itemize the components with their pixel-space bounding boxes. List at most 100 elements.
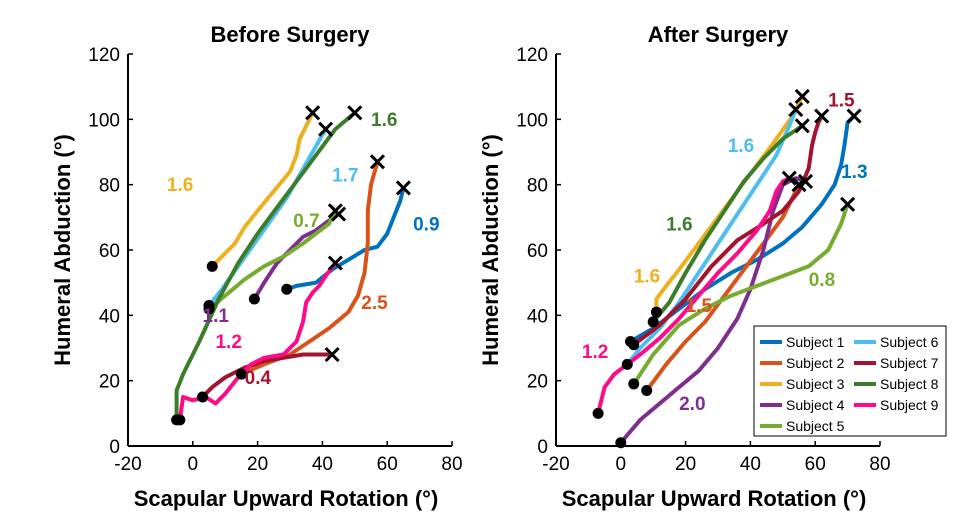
after-x-axis-label: Scapular Upward Rotation (°) xyxy=(562,486,867,511)
before-end-point-subject-7 xyxy=(324,346,340,363)
legend-label-subject-8: Subject 8 xyxy=(880,376,939,392)
before-end-point-subject-9 xyxy=(327,255,343,271)
before-ratio-label-subject-9: 1.2 xyxy=(215,332,241,353)
after-end-point-subject-3 xyxy=(794,88,810,105)
before-start-point-subject-1 xyxy=(281,283,293,295)
before-end-point-subject-2 xyxy=(369,154,386,170)
before-x-tick-label: 40 xyxy=(312,454,333,475)
after-chart-title: After Surgery xyxy=(648,22,789,47)
legend-label-subject-6: Subject 6 xyxy=(880,334,939,350)
after-ratio-label-subject-4: 2.0 xyxy=(679,394,705,415)
after-ratio-label-subject-8: 1.6 xyxy=(666,214,692,235)
legend-label-subject-3: Subject 3 xyxy=(786,376,845,392)
before-x-tick-label: 80 xyxy=(441,454,462,475)
after-series-subject-8 xyxy=(651,123,805,324)
after-y-tick-label: 0 xyxy=(537,437,548,458)
before-x-tick-label: 0 xyxy=(188,454,199,475)
before-ratio-label-subject-3: 1.6 xyxy=(167,175,193,196)
after-series-subject-6 xyxy=(625,107,798,367)
before-ratio-label-subject-4: 1.1 xyxy=(203,306,230,327)
before-end-point-subject-1 xyxy=(395,180,411,196)
before-series-subject-7 xyxy=(200,352,335,399)
before-x-axis-label: Scapular Upward Rotation (°) xyxy=(134,486,439,511)
before-y-tick-label: 60 xyxy=(99,241,120,262)
after-ratio-label-subject-7: 1.5 xyxy=(828,90,855,111)
before-series-subject-4 xyxy=(252,212,341,301)
after-ratio-label-subject-3: 1.6 xyxy=(634,267,660,288)
after-start-point-subject-2 xyxy=(641,384,653,396)
after-end-point-subject-4 xyxy=(797,173,814,189)
after-end-point-subject-6 xyxy=(788,101,804,118)
after-x-tick-label: 60 xyxy=(805,454,826,475)
after-ratio-label-subject-9: 1.2 xyxy=(582,342,608,363)
legend-label-subject-1: Subject 1 xyxy=(786,334,845,350)
after-start-point-subject-3 xyxy=(650,306,662,318)
before-y-tick-label: 0 xyxy=(109,437,120,458)
before-x-tick-label: 60 xyxy=(377,454,398,475)
before-ratio-label-subject-1: 0.9 xyxy=(413,214,439,235)
before-ratio-label-subject-6: 1.7 xyxy=(332,165,358,186)
after-y-tick-label: 80 xyxy=(527,176,548,197)
after-start-point-subject-4 xyxy=(615,437,627,449)
before-start-point-subject-4 xyxy=(248,293,260,305)
after-ratio-label-subject-2: 1.5 xyxy=(686,296,713,317)
before-start-point-subject-3 xyxy=(206,260,218,272)
before-x-tick-label: 20 xyxy=(247,454,268,475)
after-start-point-subject-8 xyxy=(647,316,659,328)
after-series-subject-9 xyxy=(596,176,792,416)
before-y-axis-label: Humeral Abduction (°) xyxy=(50,134,75,366)
after-ratio-label-subject-5: 0.8 xyxy=(809,270,835,291)
before-series-subject-3 xyxy=(210,110,315,269)
before-end-point-subject-6 xyxy=(318,121,334,137)
before-series-subject-8 xyxy=(174,110,357,422)
before-ratio-label-subject-7: 0.4 xyxy=(245,368,272,389)
legend-label-subject-9: Subject 9 xyxy=(880,397,939,413)
before-y-tick-label: 80 xyxy=(99,176,120,197)
after-y-tick-label: 20 xyxy=(527,372,548,393)
after-end-point-subject-1 xyxy=(846,108,862,124)
before-chart-title: Before Surgery xyxy=(211,22,371,47)
legend-label-subject-5: Subject 5 xyxy=(786,418,845,434)
after-x-tick-label: 20 xyxy=(675,454,696,475)
before-start-point-subject-2 xyxy=(235,368,247,380)
before-start-point-subject-7 xyxy=(197,391,209,403)
after-y-axis-label: Humeral Abduction (°) xyxy=(478,134,503,366)
before-y-tick-label: 120 xyxy=(88,45,120,66)
after-x-tick-label: 40 xyxy=(740,454,761,475)
after-end-point-subject-9 xyxy=(781,170,797,186)
before-series-subject-5 xyxy=(207,208,338,311)
before-end-point-subject-5 xyxy=(327,203,343,219)
after-x-tick-label: -20 xyxy=(542,454,569,475)
after-start-point-subject-5 xyxy=(628,378,640,390)
before-y-tick-label: 40 xyxy=(99,306,120,327)
before-ratio-label-subject-5: 0.7 xyxy=(293,211,319,232)
legend-label-subject-4: Subject 4 xyxy=(786,397,845,413)
before-x-tick-label: -20 xyxy=(114,454,141,475)
after-end-point-subject-7 xyxy=(814,108,830,124)
legend-box xyxy=(753,325,947,437)
after-y-tick-label: 40 xyxy=(527,306,548,327)
after-series-subject-2 xyxy=(644,182,801,393)
after-x-tick-label: 80 xyxy=(869,454,890,475)
after-series-subject-7 xyxy=(631,114,824,347)
before-start-point-subject-6 xyxy=(203,300,215,312)
after-start-point-subject-9 xyxy=(592,407,604,419)
after-x-tick-label: 0 xyxy=(616,454,627,475)
after-ratio-label-subject-6: 1.6 xyxy=(728,136,754,157)
after-y-tick-label: 100 xyxy=(516,110,548,131)
legend-label-subject-2: Subject 2 xyxy=(786,355,845,371)
before-end-point-subject-3 xyxy=(305,105,321,121)
after-ratio-label-subject-1: 1.3 xyxy=(841,162,867,183)
after-end-point-subject-5 xyxy=(840,196,856,212)
before-ratio-label-subject-2: 2.5 xyxy=(361,293,388,314)
after-y-tick-label: 60 xyxy=(527,241,548,262)
after-end-point-subject-8 xyxy=(794,118,810,134)
after-y-tick-label: 120 xyxy=(516,45,548,66)
before-start-point-subject-9 xyxy=(174,414,186,426)
before-end-point-subject-8 xyxy=(347,105,363,121)
legend-label-subject-7: Subject 7 xyxy=(880,355,939,371)
before-y-tick-label: 20 xyxy=(99,372,120,393)
before-ratio-label-subject-8: 1.6 xyxy=(371,110,397,131)
after-series-subject-1 xyxy=(628,114,857,344)
